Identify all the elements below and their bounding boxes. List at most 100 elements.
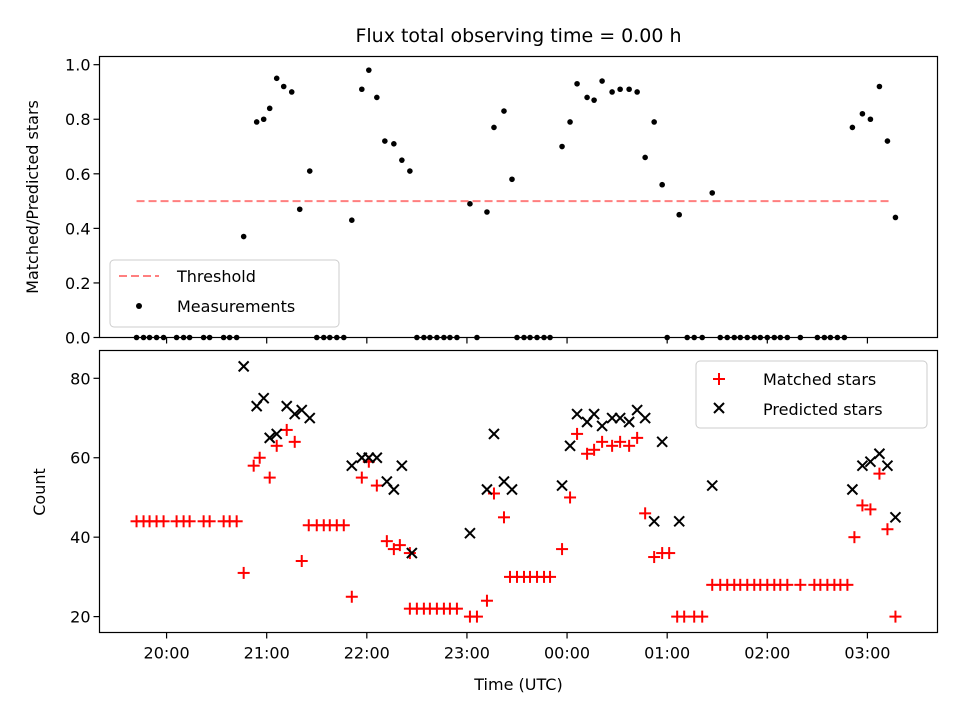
measurement-point	[454, 334, 460, 341]
y-tick-label: 20	[70, 608, 90, 627]
legend-predicted-label: Predicted stars	[763, 400, 883, 419]
measurement-point	[757, 334, 764, 341]
predicted-star-point	[263, 432, 276, 444]
measurement-point	[206, 334, 213, 341]
measurement-point	[233, 334, 240, 341]
matched-star-point	[203, 515, 216, 528]
matched-star-point	[614, 435, 627, 448]
matched-star-point	[288, 435, 301, 448]
matched-star-point	[270, 439, 283, 452]
measurement-point	[651, 119, 657, 125]
matched-star-point	[387, 543, 400, 556]
measurement-point	[684, 334, 691, 341]
predicted-star-point	[304, 412, 316, 424]
measurement-point	[751, 334, 758, 341]
measurement-point	[220, 334, 227, 341]
measurement-point	[273, 75, 280, 82]
ratio-marks	[133, 67, 899, 341]
count-y-axis-label: Count	[30, 468, 49, 516]
x-tick-label: 01:00	[644, 644, 690, 663]
measurement-point	[609, 89, 615, 95]
measurement-point	[547, 334, 553, 341]
x-tick-label: 21:00	[244, 644, 290, 663]
matched-star-point	[856, 499, 869, 512]
matched-star-point	[606, 439, 619, 452]
matched-star-point	[564, 491, 577, 504]
matched-star-point	[237, 566, 250, 579]
predicted-star-point	[396, 459, 408, 472]
predicted-star-point	[488, 428, 500, 440]
measurement-point	[859, 110, 866, 117]
predicted-star-point	[257, 392, 270, 404]
predicted-star-point	[639, 412, 651, 424]
measurement-point	[771, 334, 778, 341]
legend-matched-swatch	[713, 373, 725, 385]
x-tick-label: 23:00	[444, 644, 490, 663]
measurement-point	[617, 86, 623, 93]
measurement-point	[491, 124, 497, 131]
measurement-point	[717, 334, 724, 341]
legend-measurements-swatch	[136, 303, 142, 309]
ratio-x-ticks	[165, 337, 869, 344]
measurement-point	[744, 334, 751, 341]
measurement-point	[160, 334, 167, 341]
predicted-star-point	[556, 479, 568, 492]
x-tick-label: 00:00	[544, 644, 590, 663]
measurement-point	[521, 334, 527, 341]
measurement-point	[514, 334, 520, 341]
measurement-point	[884, 138, 891, 144]
predicted-star-point	[237, 360, 250, 373]
measurement-point	[226, 334, 233, 341]
measurement-point	[574, 80, 580, 87]
measurement-point	[447, 334, 453, 341]
measurement-point	[724, 334, 731, 341]
measurement-point	[642, 154, 648, 161]
matched-star-point	[263, 471, 276, 484]
measurement-point	[591, 97, 597, 103]
measurement-point	[421, 334, 427, 341]
measurement-point	[434, 334, 440, 341]
matched-star-point	[355, 471, 368, 484]
measurement-point	[841, 334, 848, 341]
predicted-star-point	[623, 416, 635, 428]
matched-star-point	[230, 515, 243, 528]
measurement-point	[313, 334, 320, 341]
measurement-point	[359, 86, 365, 93]
measurement-point	[366, 67, 372, 73]
y-tick-label: 0.2	[65, 274, 90, 293]
matched-star-point	[393, 539, 406, 552]
y-tick-label: 0.0	[65, 329, 90, 348]
measurement-point	[320, 334, 327, 341]
y-tick-label: 40	[70, 528, 90, 547]
matched-star-point	[639, 507, 652, 520]
matched-star-point	[581, 447, 594, 460]
measurement-point	[146, 334, 153, 341]
matched-star-point	[864, 503, 877, 516]
ratio-legend: Threshold Measurements	[109, 259, 340, 328]
measurement-point	[784, 334, 791, 341]
measurement-point	[664, 334, 670, 341]
predicted-star-point	[864, 456, 877, 468]
predicted-star-point	[371, 452, 383, 464]
measurement-point	[834, 334, 841, 341]
predicted-star-point	[346, 459, 358, 472]
measurement-point	[541, 334, 547, 341]
matched-star-point	[470, 610, 483, 623]
matched-star-point	[295, 555, 308, 568]
predicted-star-point	[564, 440, 576, 452]
matched-star-point	[848, 531, 861, 544]
measurement-point	[737, 334, 744, 341]
measurement-point	[180, 334, 187, 341]
measurement-point	[699, 334, 706, 341]
measurement-point	[484, 209, 490, 215]
measurement-point	[266, 105, 273, 112]
measurement-point	[441, 334, 447, 341]
measurement-point	[374, 94, 380, 101]
measurement-point	[296, 206, 303, 213]
matched-star-point	[571, 427, 584, 440]
matched-star-point	[631, 431, 644, 444]
matched-star-point	[157, 515, 170, 528]
measurement-point	[584, 94, 590, 101]
ratio-plot: 0.0 0.2 0.4 0.6 0.8 1.0 Matched/Predicted sta…	[23, 56, 939, 348]
